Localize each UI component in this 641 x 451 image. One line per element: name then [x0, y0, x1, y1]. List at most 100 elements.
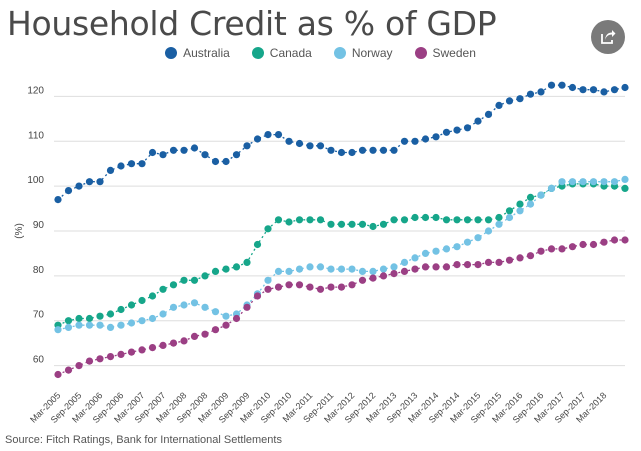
data-point-norway[interactable] [348, 265, 356, 273]
data-point-australia[interactable] [106, 166, 115, 174]
data-point-sweden[interactable] [484, 258, 493, 266]
data-point-sweden[interactable] [390, 270, 398, 278]
data-point-sweden[interactable] [610, 236, 619, 244]
data-point-canada[interactable] [138, 296, 146, 305]
data-point-canada[interactable] [421, 213, 430, 222]
data-point-canada[interactable] [516, 200, 524, 208]
data-point-australia[interactable] [222, 157, 230, 166]
data-point-canada[interactable] [64, 317, 73, 325]
data-point-canada[interactable] [316, 216, 325, 224]
data-point-norway[interactable] [411, 254, 419, 262]
data-point-canada[interactable] [264, 225, 272, 233]
data-point-sweden[interactable] [148, 344, 157, 352]
data-point-canada[interactable] [180, 276, 188, 284]
data-point-canada[interactable] [295, 216, 304, 224]
data-point-norway[interactable] [64, 323, 73, 331]
data-point-australia[interactable] [516, 95, 524, 103]
data-point-norway[interactable] [316, 263, 325, 271]
data-point-canada[interactable] [159, 285, 167, 293]
data-point-australia[interactable] [421, 135, 430, 143]
data-point-sweden[interactable] [516, 254, 524, 262]
data-point-sweden[interactable] [306, 283, 314, 291]
data-point-norway[interactable] [610, 178, 619, 186]
data-point-australia[interactable] [453, 126, 461, 134]
data-point-australia[interactable] [306, 142, 314, 150]
data-point-norway[interactable] [589, 178, 598, 186]
data-point-sweden[interactable] [579, 240, 587, 249]
data-point-australia[interactable] [148, 148, 157, 157]
data-point-canada[interactable] [348, 220, 356, 228]
data-point-sweden[interactable] [264, 285, 272, 293]
data-point-canada[interactable] [463, 216, 472, 224]
data-point-sweden[interactable] [190, 332, 199, 340]
data-point-australia[interactable] [495, 101, 503, 109]
data-point-sweden[interactable] [222, 321, 230, 329]
data-point-australia[interactable] [274, 131, 283, 139]
data-point-norway[interactable] [222, 312, 230, 320]
data-point-norway[interactable] [211, 308, 220, 316]
data-point-norway[interactable] [54, 326, 62, 334]
data-point-canada[interactable] [400, 216, 409, 224]
data-point-australia[interactable] [138, 160, 146, 168]
data-point-canada[interactable] [106, 310, 115, 318]
data-point-canada[interactable] [274, 216, 283, 224]
data-point-canada[interactable] [621, 184, 629, 192]
data-point-sweden[interactable] [243, 303, 251, 311]
data-point-australia[interactable] [474, 117, 482, 125]
data-point-sweden[interactable] [568, 243, 577, 251]
data-point-australia[interactable] [117, 162, 125, 170]
data-point-australia[interactable] [169, 146, 178, 154]
data-point-australia[interactable] [537, 88, 545, 96]
data-point-canada[interactable] [75, 314, 83, 323]
data-point-norway[interactable] [453, 243, 461, 251]
data-point-canada[interactable] [411, 213, 419, 222]
data-point-sweden[interactable] [505, 256, 514, 264]
data-point-australia[interactable] [558, 81, 566, 89]
data-point-norway[interactable] [600, 178, 608, 186]
data-point-norway[interactable] [264, 276, 272, 284]
data-point-australia[interactable] [127, 160, 136, 168]
data-point-sweden[interactable] [117, 350, 125, 358]
legend-item-australia[interactable]: Australia [165, 46, 230, 60]
data-point-sweden[interactable] [337, 283, 346, 291]
data-point-canada[interactable] [201, 272, 209, 280]
data-point-sweden[interactable] [64, 366, 73, 374]
data-point-sweden[interactable] [285, 281, 293, 289]
data-point-canada[interactable] [127, 301, 136, 309]
data-point-canada[interactable] [432, 213, 440, 222]
data-point-sweden[interactable] [411, 265, 419, 273]
data-point-sweden[interactable] [316, 285, 325, 293]
data-point-sweden[interactable] [201, 330, 209, 338]
data-point-australia[interactable] [85, 178, 94, 186]
data-point-australia[interactable] [600, 88, 608, 96]
data-point-norway[interactable] [390, 263, 398, 271]
data-point-sweden[interactable] [474, 261, 482, 269]
data-point-norway[interactable] [442, 245, 451, 253]
data-point-canada[interactable] [285, 218, 293, 226]
data-point-australia[interactable] [432, 133, 440, 141]
data-point-norway[interactable] [327, 265, 335, 273]
data-point-sweden[interactable] [295, 281, 304, 289]
data-point-norway[interactable] [75, 321, 83, 329]
data-point-canada[interactable] [474, 216, 482, 224]
data-point-australia[interactable] [621, 83, 629, 92]
data-point-canada[interactable] [526, 193, 535, 201]
data-point-sweden[interactable] [442, 263, 451, 271]
data-point-norway[interactable] [484, 227, 493, 235]
data-point-norway[interactable] [190, 299, 199, 307]
data-point-sweden[interactable] [432, 263, 440, 271]
data-point-canada[interactable] [232, 263, 241, 271]
data-point-sweden[interactable] [211, 326, 220, 334]
share-button[interactable] [591, 20, 625, 54]
data-point-norway[interactable] [274, 267, 283, 275]
data-point-norway[interactable] [558, 178, 566, 186]
data-point-canada[interactable] [390, 216, 398, 224]
data-point-australia[interactable] [295, 139, 304, 148]
data-point-norway[interactable] [516, 207, 524, 215]
data-point-sweden[interactable] [180, 337, 188, 345]
data-point-norway[interactable] [421, 249, 430, 257]
data-point-sweden[interactable] [379, 272, 388, 280]
data-point-canada[interactable] [484, 216, 493, 224]
data-point-canada[interactable] [222, 265, 230, 273]
data-point-norway[interactable] [127, 319, 136, 327]
